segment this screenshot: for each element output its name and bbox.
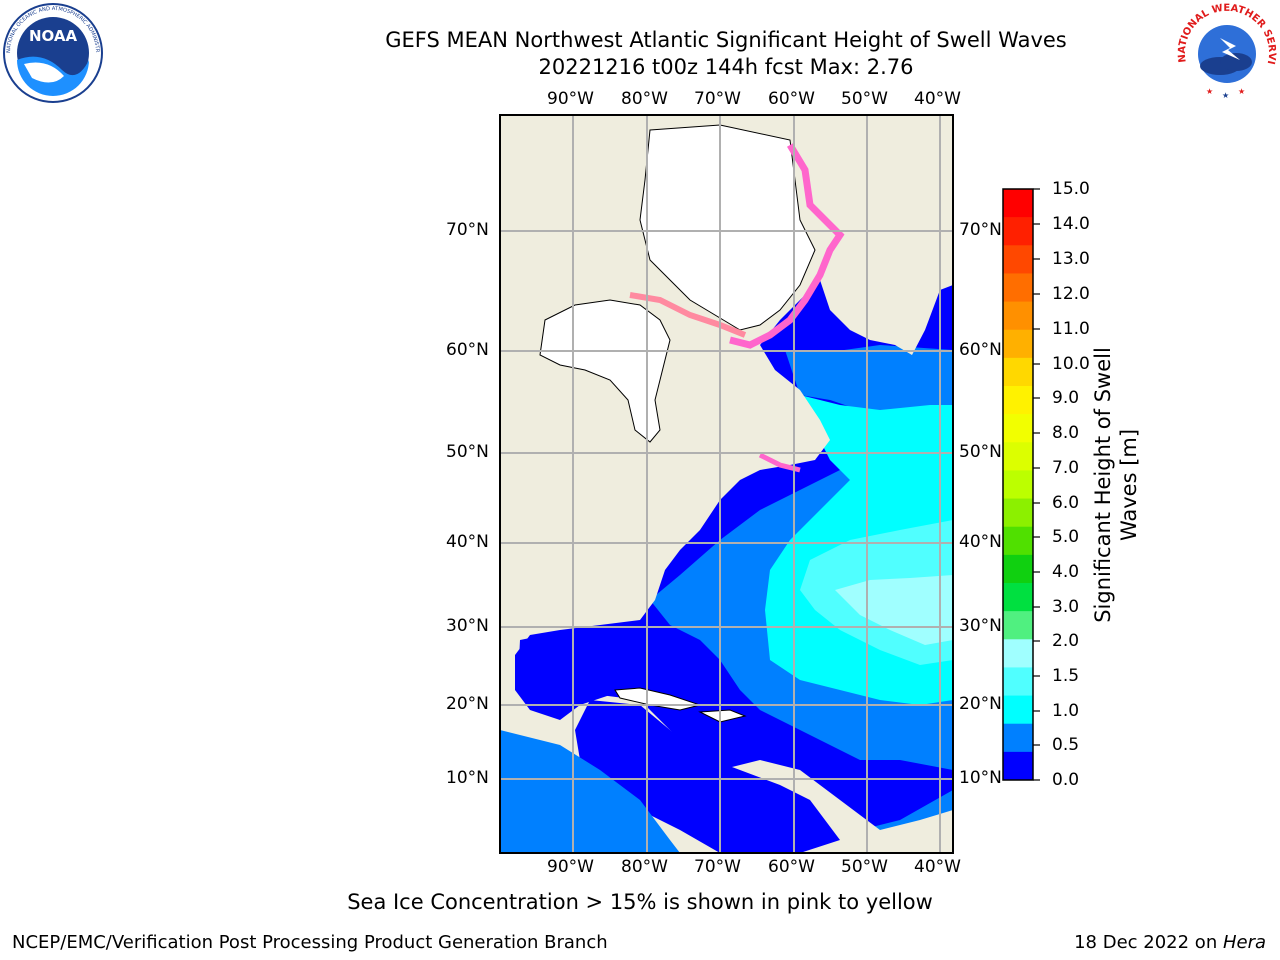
lon-label-bottom-50w: 50°W [841,857,888,877]
lon-label-top-40w: 40°W [914,89,961,109]
noaa-logo-text: NOAA [29,27,78,45]
sea-ice-edge [729,143,845,349]
lat-label-right-10n: 10°N [959,768,1002,788]
colorbar-label-line1: Significant Height of Swell [1091,347,1115,623]
svg-text:★: ★ [1222,91,1229,100]
colorbar-band-17 [1003,667,1033,697]
lat-label-right-60n: 60°N [959,340,1002,360]
noaa-logo: NOAA NATIONAL OCEANIC AND ATMOSPHERIC AD… [2,2,103,103]
credit-text: NCEP/EMC/Verification Post Processing Pr… [12,932,608,953]
lat-label-left-10n: 10°N [446,768,489,788]
svg-text:★: ★ [1238,87,1245,96]
colorbar-band-18 [1003,695,1033,725]
colorbar-tick-12: 3.0 [1052,597,1080,617]
sea-ice-caption: Sea Ice Concentration > 15% is shown in … [347,890,933,914]
graticule [500,115,953,853]
colorbar-tick-7: 8.0 [1052,423,1080,443]
machine-name: Hera [1222,932,1266,953]
colorbar-band-10 [1003,470,1033,500]
colorbar-band-4 [1003,301,1033,331]
colorbar-band-14 [1003,583,1033,612]
colorbar-band-2 [1003,245,1033,274]
lon-label-top-80w: 80°W [621,89,668,109]
lat-label-right-40n: 40°N [959,532,1002,552]
colorbar-band-9 [1003,442,1033,471]
lon-label-bottom-60w: 60°W [768,857,815,877]
lat-label-left-20n: 20°N [446,694,489,714]
colorbar-band-7 [1003,386,1033,415]
colorbar-tick-11: 4.0 [1052,562,1080,582]
colorbar-band-13 [1003,554,1033,584]
lat-label-right-70n: 70°N [959,220,1002,240]
colorbar-tick-16: 0.5 [1052,735,1080,755]
lat-label-left-50n: 50°N [446,442,489,462]
lon-label-bottom-40w: 40°W [914,857,961,877]
lat-label-left-30n: 30°N [446,616,489,636]
colorbar-tick-3: 12.0 [1052,284,1090,304]
colorbar-band-5 [1003,329,1033,359]
colorbar-band-11 [1003,498,1033,528]
colorbar-band-3 [1003,273,1033,303]
colorbar-band-0 [1003,189,1033,218]
lon-label-bottom-70w: 70°W [694,857,741,877]
lat-label-left-60n: 60°N [446,340,489,360]
map-title-line2: 20221216 t00z 144h fcst Max: 2.76 [538,55,914,79]
lon-label-bottom-80w: 80°W [621,857,668,877]
lat-label-left-70n: 70°N [446,220,489,240]
colorbar-tick-13: 2.0 [1052,631,1080,651]
colorbar-tick-4: 11.0 [1052,319,1090,339]
colorbar-tick-9: 6.0 [1052,493,1080,513]
colorbar-band-15 [1003,611,1033,640]
colorbar-tick-17: 0.0 [1052,770,1080,790]
colorbar-frame [1002,188,1034,781]
lon-label-top-90w: 90°W [547,89,594,109]
colorbar-tick-14: 1.5 [1052,666,1080,686]
map-title-line1: GEFS MEAN Northwest Atlantic Significant… [385,28,1067,52]
lat-label-right-20n: 20°N [959,694,1002,714]
nws-logo: NATIONAL WEATHER SERVICE ★ ★ ★ [1176,2,1277,102]
colorbar-tick-1: 14.0 [1052,214,1090,234]
lon-label-top-70w: 70°W [694,89,741,109]
lon-label-bottom-90w: 90°W [547,857,594,877]
colorbar-tick-8: 7.0 [1052,458,1080,478]
date-text: 18 Dec 2022 on [1074,932,1223,953]
colorbar-band-16 [1003,639,1033,668]
colorbar-tick-15: 1.0 [1052,701,1080,721]
lon-label-top-50w: 50°W [841,89,888,109]
colorbar-label-line2: Waves [m] [1117,428,1141,542]
svg-text:★: ★ [1206,87,1213,96]
sea-ice-hudson-strait [629,292,747,338]
colorbar-band-6 [1003,357,1033,387]
colorbar-tick-2: 13.0 [1052,249,1090,269]
colorbar [1003,188,1040,781]
colorbar-tick-10: 5.0 [1052,527,1080,547]
land-greenland-arctic [500,115,953,355]
land-south-america [720,760,953,853]
colorbar-tick-0: 15.0 [1052,179,1090,199]
colorbar-band-19 [1003,723,1033,753]
colorbar-label: Significant Height of Swell Waves [m] [1090,347,1142,623]
lon-label-top-60w: 60°W [768,89,815,109]
caribbean-sea [575,700,840,853]
lat-label-right-30n: 30°N [959,616,1002,636]
lat-label-left-40n: 40°N [446,532,489,552]
colorbar-tick-6: 9.0 [1052,388,1080,408]
pacific-swell [500,730,680,853]
lat-label-right-50n: 50°N [959,442,1002,462]
colorbar-tick-5: 10.0 [1052,354,1090,374]
colorbar-band-20 [1003,751,1033,781]
colorbar-band-12 [1003,526,1033,556]
date-stamp: 18 Dec 2022 on Hera [1074,932,1266,953]
colorbar-band-1 [1003,217,1033,246]
colorbar-band-8 [1003,414,1033,443]
map-frame [499,114,954,854]
